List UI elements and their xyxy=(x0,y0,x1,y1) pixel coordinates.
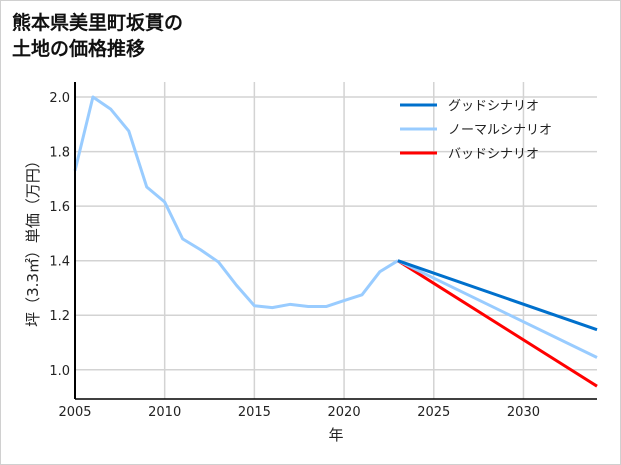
y-tick-label: 1.6 xyxy=(49,200,70,215)
legend-label: ノーマルシナリオ xyxy=(448,123,552,138)
x-tick-label: 2015 xyxy=(238,405,271,420)
y-tick-label: 1.4 xyxy=(49,255,70,270)
legend-label: グッドシナリオ xyxy=(448,99,539,114)
history-line xyxy=(73,95,399,310)
x-tick-label: 2010 xyxy=(148,405,181,420)
chart-title: 熊本県美里町坂貫の 土地の価格推移 xyxy=(12,10,183,62)
x-tick-label: 2005 xyxy=(58,405,91,420)
y-axis-label: 坪（3.3㎡）単価（万円） xyxy=(24,153,42,327)
y-tick-label: 1.2 xyxy=(49,309,70,324)
x-tick-label: 2025 xyxy=(417,405,450,420)
title-line-2: 土地の価格推移 xyxy=(12,38,146,60)
scenario-line xyxy=(397,259,598,359)
y-tick-label: 2.0 xyxy=(49,91,70,106)
scenario-line xyxy=(397,259,598,332)
scenario-line xyxy=(397,259,598,388)
y-tick-label: 1.0 xyxy=(49,364,70,379)
legend-label: バッドシナリオ xyxy=(448,147,539,162)
title-line-1: 熊本県美里町坂貫の xyxy=(12,12,184,34)
y-tick-label: 1.8 xyxy=(49,146,70,161)
x-tick-label: 2020 xyxy=(328,405,361,420)
x-axis-label: 年 xyxy=(328,426,343,444)
x-tick-label: 2030 xyxy=(507,405,540,420)
